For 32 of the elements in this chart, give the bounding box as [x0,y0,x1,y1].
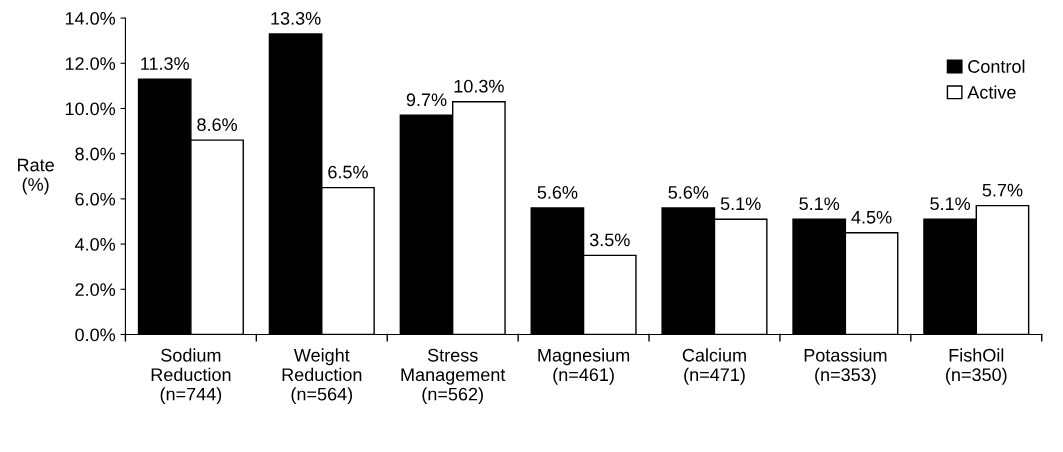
legend-label: Active [967,85,1016,99]
x-tick-label: Magnesium (n=461) [538,348,630,385]
data-label: 5.1% [930,197,971,211]
data-label: 9.7% [406,93,447,107]
x-tick-label: Potassium (n=353) [804,348,887,385]
y-tick-label: 2.0% [75,283,116,296]
x-tick-label: Weight Reduction (n=564) [282,348,362,405]
y-tick-label: 6.0% [75,192,116,206]
data-label: 8.6% [197,118,237,131]
data-label: 5.1% [799,197,840,211]
data-label: 11.3% [141,57,189,70]
data-label: 10.3% [454,79,504,93]
y-axis-title: Rate (%) [18,158,54,195]
y-tick-label: 0.0% [75,328,116,342]
data-label: 5.1% [720,197,761,211]
y-tick-label: 10.0% [65,102,116,116]
y-tick-label: 14.0% [65,12,116,25]
data-label: 6.5% [328,165,368,179]
data-label: 5.6% [537,186,578,199]
legend-label: Control [968,59,1025,73]
x-tick-label: FishOil (n=350) [946,348,1007,385]
y-tick-label: 12.0% [65,57,116,70]
data-label: 4.5% [851,210,892,224]
x-tick-label: Stress Management (n=562) [401,348,506,405]
y-tick-label: 8.0% [75,147,116,161]
data-label: 5.6% [668,186,709,199]
data-label: 5.7% [982,183,1023,197]
y-tick-label: 4.0% [74,238,116,251]
data-label: 13.3% [271,11,321,25]
x-tick-label: Sodium Reduction (n=744) [151,348,231,405]
x-tick-label: Calcium (n=471) [682,348,746,385]
data-label: 3.5% [589,233,630,247]
